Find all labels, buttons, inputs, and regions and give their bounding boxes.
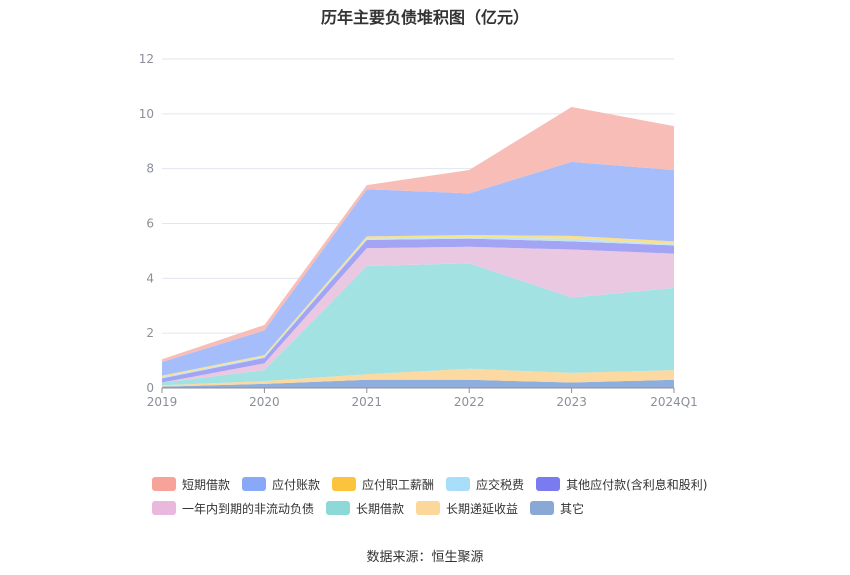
legend-item[interactable]: 其它 [530,500,584,517]
legend-item[interactable]: 应付账款 [242,476,320,493]
legend-item[interactable]: 应交税费 [446,476,524,493]
legend-swatch [152,501,176,515]
legend-label: 应交税费 [476,477,525,492]
x-tick-label: 2020 [249,395,280,409]
legend-swatch [416,501,441,515]
legend-row-1: 短期借款 应付账款 应付职工薪酬 应交税费 其他应付款(含利息和股利) [152,472,772,496]
legend-item[interactable]: 长期递延收益 [416,500,518,517]
y-tick-label: 10 [139,107,154,121]
legend-label: 其他应付款(含利息和股利) [566,477,708,492]
legend-label: 一年内到期的非流动负债 [182,501,315,516]
legend-label: 其它 [560,501,585,516]
legend-label: 应付职工薪酬 [362,477,435,492]
y-tick-label: 0 [146,381,154,395]
y-tick-label: 2 [146,326,154,340]
area-series [162,368,674,387]
data-source: 数据来源：恒生聚源 [366,550,484,565]
legend-swatch [332,477,357,491]
x-tick-label: 2023 [556,395,587,409]
y-tick-label: 6 [146,217,154,231]
legend-swatch [536,477,561,491]
legend-swatch [242,477,267,491]
chart-title: 历年主要负债堆积图（亿元） [320,8,529,27]
legend: 短期借款 应付账款 应付职工薪酬 应交税费 其他应付款(含利息和股利) 一年内到… [152,472,772,520]
y-tick-label: 4 [146,271,154,285]
legend-label: 长期借款 [356,501,405,516]
legend-label: 应付账款 [272,477,321,492]
y-tick-label: 8 [146,162,154,176]
area-series [162,263,674,386]
y-tick-label: 12 [139,52,154,66]
legend-label: 短期借款 [182,477,231,492]
area-series [162,246,674,383]
legend-row-2: 一年内到期的非流动负债 长期借款 长期递延收益 其它 [152,496,772,520]
legend-label: 长期递延收益 [446,501,519,516]
legend-swatch [530,501,555,515]
legend-item[interactable]: 短期借款 [152,476,230,493]
stacked-area-chart: 0 2 4 6 8 10 12 2019 2020 2021 2022 2023 2024Q1 [139,52,698,409]
x-tick-label: 2021 [352,395,383,409]
legend-item[interactable]: 一年内到期的非流动负债 [152,500,314,517]
legend-item[interactable]: 其他应付款(含利息和股利) [536,476,707,493]
x-tick-label: 2024Q1 [650,395,698,409]
area-series [162,379,674,388]
area-series [162,106,674,362]
legend-item[interactable]: 应付职工薪酬 [332,476,434,493]
x-tick-label: 2022 [454,395,485,409]
legend-item[interactable]: 长期借款 [326,500,404,517]
legend-swatch [446,477,471,491]
legend-swatch [152,477,176,491]
legend-swatch [326,501,351,515]
x-tick-label: 2019 [147,395,178,409]
area-series [162,161,674,376]
